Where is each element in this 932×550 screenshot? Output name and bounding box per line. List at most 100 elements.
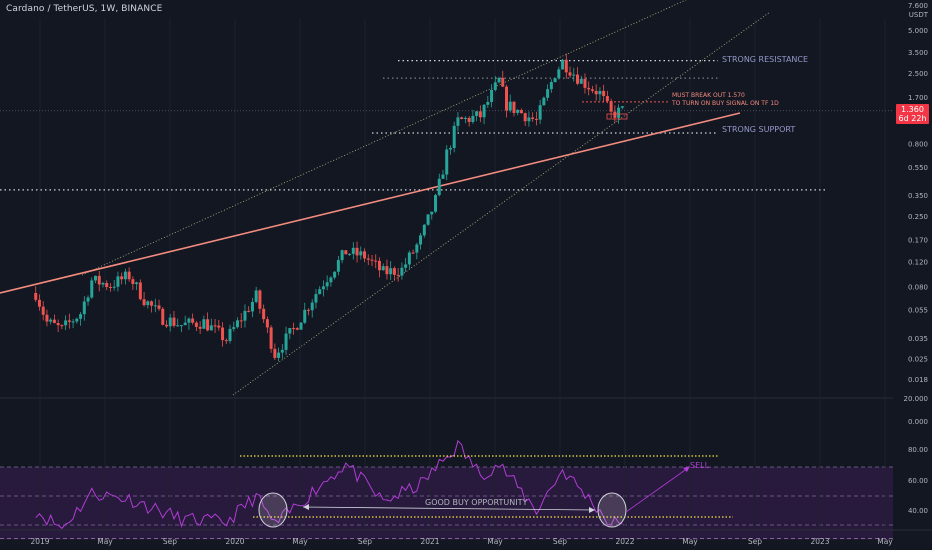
candle-body	[37, 299, 41, 307]
candle-body	[206, 319, 210, 331]
rsi-tick: 0.000	[908, 418, 928, 426]
time-tick: Sep	[358, 537, 372, 546]
candle-body	[381, 266, 385, 271]
candle-body	[523, 113, 527, 122]
candle-body	[224, 340, 228, 342]
candle-body	[336, 260, 340, 272]
time-tick: May	[97, 537, 113, 546]
candle-body	[194, 322, 198, 327]
candle-body	[434, 195, 438, 212]
price-tick: 0.250	[908, 213, 928, 221]
buy-arrow-line	[302, 506, 596, 511]
time-tick: Sep	[553, 537, 567, 546]
candle-body	[79, 314, 83, 319]
buy-arrow-head-right	[589, 507, 595, 513]
candle-body	[67, 320, 71, 322]
support-label: STRONG SUPPORT	[722, 125, 795, 134]
time-tick: 2021	[420, 537, 439, 546]
time-tick: 2022	[615, 537, 634, 546]
candle-body	[359, 251, 363, 256]
candle-body	[512, 101, 516, 113]
time-tick: May	[487, 537, 503, 546]
candle-body	[299, 322, 303, 330]
price-tick: 5.000	[908, 27, 928, 35]
candle-body	[108, 287, 112, 289]
candle-body	[620, 106, 624, 108]
candle-body	[179, 325, 183, 327]
candle-body	[280, 349, 284, 353]
candle-body	[575, 74, 579, 84]
candle-body	[209, 325, 213, 331]
sell-arrow-head	[683, 466, 690, 472]
candle-body	[273, 348, 277, 358]
candle-body	[314, 294, 318, 303]
candle-body	[456, 117, 460, 126]
price-tick: 0.025	[908, 356, 928, 364]
candle-body	[463, 117, 467, 119]
candle-body	[385, 266, 389, 275]
candle-body	[598, 90, 602, 95]
channel-lower	[232, 11, 771, 396]
candle-body	[482, 104, 486, 118]
time-tick: Sep	[163, 537, 177, 546]
candle-body	[202, 319, 206, 329]
candle-body	[344, 250, 348, 255]
time-tick: Sep	[748, 537, 762, 546]
candle-body	[71, 321, 75, 323]
price-tick: 0.018	[908, 376, 928, 384]
candle-body	[422, 224, 426, 236]
candle-body	[94, 275, 98, 281]
candle-body	[105, 282, 109, 288]
candle-body	[419, 235, 423, 245]
candle-body	[64, 320, 68, 326]
candle-body	[45, 314, 49, 322]
candle-body	[366, 258, 370, 260]
candle-body	[325, 282, 329, 287]
candle-body	[34, 293, 38, 300]
candle-body	[534, 118, 538, 120]
price-tick: 1.700	[908, 94, 928, 102]
time-tick: 2020	[225, 537, 244, 546]
candle-body	[490, 89, 494, 102]
candle-body	[165, 324, 169, 327]
candle-body	[243, 310, 247, 321]
candle-body	[553, 78, 557, 83]
candle-body	[389, 268, 393, 275]
candle-body	[497, 77, 501, 83]
price-tick: 0.055	[908, 307, 928, 315]
candle-body	[150, 301, 154, 306]
candle-body	[310, 302, 314, 311]
candle-body	[101, 282, 105, 285]
price-tick: 2.500	[908, 70, 928, 78]
candle-body	[516, 110, 520, 113]
candle-body	[254, 290, 258, 302]
last-price-badge: 1.360 6d 22h	[896, 104, 929, 124]
last-price-value: 1.360	[901, 105, 924, 114]
candle-body	[564, 59, 568, 73]
candle-body	[617, 107, 621, 118]
candle-body	[426, 214, 430, 225]
candle-body	[56, 322, 60, 326]
candle-body	[318, 289, 322, 295]
time-tick: May	[682, 537, 698, 546]
candle-body	[191, 318, 195, 323]
candle-body	[123, 271, 127, 280]
breakout-label-1: MUST BREAK OUT 1.570	[672, 92, 745, 99]
candle-body	[213, 325, 217, 327]
rsi-tick: 20.000	[904, 395, 929, 403]
price-tick: 0.120	[908, 258, 928, 266]
candle-body	[527, 117, 531, 122]
candle-body	[265, 319, 269, 328]
candle-body	[587, 87, 591, 90]
candle-body	[605, 96, 609, 102]
candle-body	[505, 86, 509, 111]
candle-body	[284, 333, 288, 350]
price-tick: 3.500	[908, 49, 928, 57]
candle-body	[157, 305, 161, 309]
price-tick: 0.350	[908, 192, 928, 200]
chart-title: Cardano / TetherUS, 1W, BINANCE	[6, 4, 163, 14]
candle-body	[120, 276, 124, 280]
candle-body	[52, 319, 56, 323]
candle-body	[239, 320, 243, 322]
